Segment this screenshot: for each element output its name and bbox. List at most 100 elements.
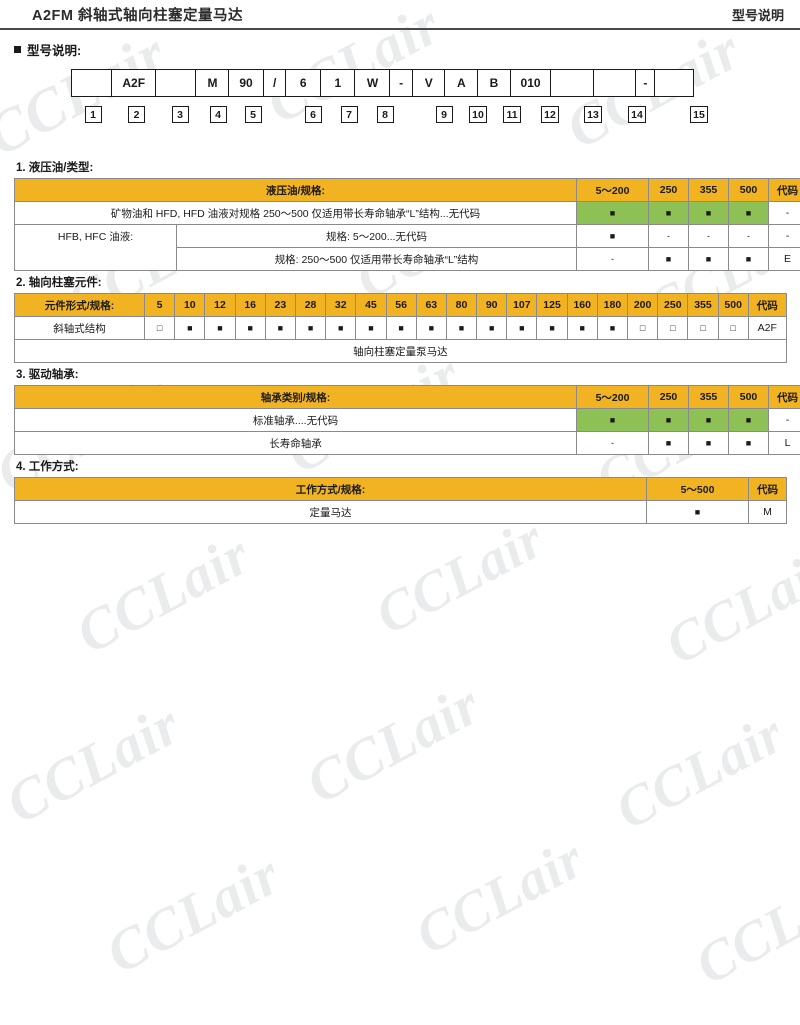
availability-marker: ■ xyxy=(355,316,387,340)
spec-table: 轴承类别/规格: 5～200 250 355 500 代码 标准轴承....无代码 ■ ■ ■ ■ -… xyxy=(13,385,800,455)
model-code-position-number: 4 xyxy=(209,106,227,123)
model-code-cell: - xyxy=(635,69,656,97)
filled-square-icon: ■ xyxy=(458,323,465,333)
hollow-square-icon: □ xyxy=(670,323,676,333)
filled-square-icon: ■ xyxy=(665,438,672,448)
filled-square-icon: ■ xyxy=(488,323,495,333)
column-header-range: 355 xyxy=(688,385,730,409)
table-header-row: 工作方式/规格: 5～500 代码 xyxy=(14,477,787,501)
model-code-position-number: 1 xyxy=(84,106,102,123)
model-code-position-number: 11 xyxy=(503,106,521,123)
watermark-text: CCLair xyxy=(605,702,795,842)
model-code-number-slot: 11 xyxy=(495,106,529,123)
column-header-size: 125 xyxy=(536,293,568,317)
model-code-cell: - xyxy=(389,69,414,97)
spec-table: 液压油/规格: 5～200 250 355 500 代码 矿物油和 HFD, HFD 油液对… xyxy=(13,178,800,271)
availability-marker: ■ xyxy=(385,316,417,340)
section-title: 4. 工作方式: xyxy=(16,461,79,473)
availability-marker: ■ xyxy=(445,316,478,340)
model-code-number-slot: 15 xyxy=(679,106,719,123)
model-code-position-number: 14 xyxy=(628,106,646,123)
filled-square-icon: ■ xyxy=(665,415,672,425)
column-header-size: 160 xyxy=(566,293,598,317)
filled-square-icon: ■ xyxy=(694,507,701,517)
model-code-number-slot: 8 xyxy=(367,106,403,123)
filled-square-icon: ■ xyxy=(705,208,712,218)
table-row: 长寿命轴承 - ■ ■ ■ L xyxy=(13,431,800,455)
column-header-size: 180 xyxy=(596,293,629,317)
model-code-position-number: 6 xyxy=(304,106,322,123)
availability-marker: ■ xyxy=(596,316,629,340)
watermark-text: CCLair xyxy=(655,537,800,677)
filled-square-icon: ■ xyxy=(705,254,712,264)
filled-square-icon: ■ xyxy=(368,323,374,333)
model-code-number-slot: 5 xyxy=(235,106,271,123)
watermark-text: CCLair xyxy=(365,507,555,647)
model-code-number-slot: 6 xyxy=(295,106,331,123)
column-header-size: 23 xyxy=(264,293,296,317)
column-header-size: 355 xyxy=(687,293,719,317)
spec-section: 3. 驱动轴承: 轴承类别/规格: 5～200 250 355 500 代码 标准轴承....… xyxy=(13,366,800,455)
table-row: 轴向柱塞定量泵马达 xyxy=(14,339,787,363)
model-code-cell: B xyxy=(476,69,511,97)
section-title: 3. 驱动轴承: xyxy=(16,369,79,381)
column-header-range: 5～200 xyxy=(576,385,650,409)
row-code: E xyxy=(768,247,800,271)
column-header-size: 16 xyxy=(234,293,266,317)
model-code-position-number: 9 xyxy=(435,106,453,123)
availability-marker: ■ xyxy=(576,224,650,248)
model-code-number-slot xyxy=(271,106,295,123)
availability-marker: ■ xyxy=(536,316,568,340)
availability-marker: ■ xyxy=(728,201,770,225)
model-code-position-numbers: 1 2 3 4 5 6 7 8 9 10 11 12 13 14 15 xyxy=(72,106,800,123)
row-code: - xyxy=(768,224,800,248)
model-code-cell xyxy=(592,69,637,97)
model-code-position-number: 15 xyxy=(690,106,708,123)
model-code-number-slot xyxy=(659,106,679,123)
row-code: L xyxy=(768,431,800,455)
column-header-size: 12 xyxy=(204,293,236,317)
availability-marker: ■ xyxy=(648,408,690,432)
row-code: - xyxy=(768,408,800,432)
model-code-number-slot: 14 xyxy=(615,106,659,123)
column-header-size: 107 xyxy=(506,293,538,317)
column-header-code: 代码 xyxy=(747,293,787,317)
filled-square-icon: ■ xyxy=(307,323,314,333)
spec-table: 工作方式/规格: 5～500 代码 定量马达 ■ M xyxy=(14,477,787,524)
hollow-square-icon: □ xyxy=(639,323,646,333)
hollow-square-icon: □ xyxy=(156,323,163,333)
model-code-number-slot: 7 xyxy=(331,106,367,123)
model-code-number-slot: 3 xyxy=(159,106,201,123)
watermark-text: CCLair xyxy=(685,857,800,997)
spec-sections: 1. 液压油/类型: 液压油/规格: 5～200 250 355 500 代码 矿物油和 HF… xyxy=(0,159,800,524)
availability-marker: ■ xyxy=(264,316,296,340)
filled-square-icon: ■ xyxy=(428,323,434,333)
availability-marker: □ xyxy=(657,316,689,340)
row-label: 标准轴承....无代码 xyxy=(13,408,578,432)
row-sublabel: 规格: 250～500 仅适用带长寿命轴承“L”结构 xyxy=(175,247,578,271)
column-header-label: 工作方式/规格: xyxy=(14,477,647,501)
filled-square-icon: ■ xyxy=(745,415,752,425)
model-code-position-number: 2 xyxy=(128,106,145,123)
model-code-cell: 010 xyxy=(509,69,552,97)
filled-square-icon: ■ xyxy=(217,323,223,333)
row-footer-label: 轴向柱塞定量泵马达 xyxy=(14,339,787,363)
spec-section: 2. 轴向柱塞元件: 元件形式/规格: 5 10 12 16 23 28 32 45 56 63 80 9… xyxy=(14,274,787,363)
model-code-number-slot: 2 xyxy=(114,106,159,123)
availability-marker: ■ xyxy=(728,247,770,271)
availability-marker: ■ xyxy=(646,500,749,524)
availability-marker: - xyxy=(576,431,650,455)
model-code-number-slot: 10 xyxy=(461,106,495,123)
availability-marker: ■ xyxy=(648,247,690,271)
model-code-cell: / xyxy=(262,69,287,97)
table-header-row: 液压油/规格: 5～200 250 355 500 代码 xyxy=(13,178,800,202)
column-header-size: 90 xyxy=(476,293,508,317)
model-code-cell: W xyxy=(354,69,391,97)
model-code-cell: 6 xyxy=(285,69,322,97)
model-code-number-slot xyxy=(403,106,427,123)
column-header-code: 代码 xyxy=(768,178,800,202)
availability-marker: - xyxy=(728,224,770,248)
table-row: 标准轴承....无代码 ■ ■ ■ ■ - xyxy=(13,408,800,432)
filled-square-icon: ■ xyxy=(609,323,616,333)
